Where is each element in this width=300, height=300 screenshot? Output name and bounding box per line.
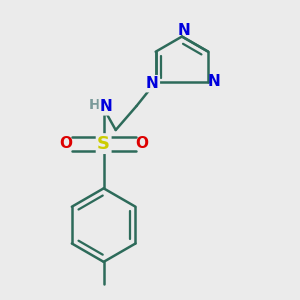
Text: N: N: [100, 99, 112, 114]
Text: O: O: [136, 136, 148, 151]
Text: N: N: [146, 76, 159, 91]
Text: S: S: [97, 135, 110, 153]
Text: H: H: [89, 98, 100, 112]
Text: N: N: [208, 74, 220, 89]
Text: N: N: [177, 23, 190, 38]
Text: O: O: [59, 136, 72, 151]
